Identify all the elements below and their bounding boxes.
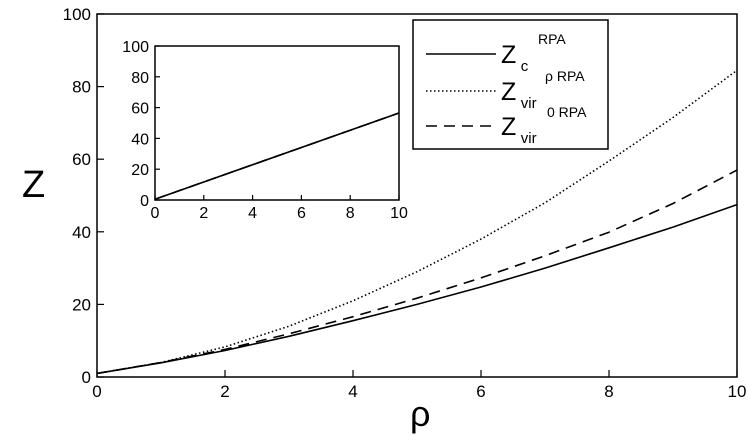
main-y-tick-label: 20 xyxy=(72,295,91,314)
inset-y-tick-label: 100 xyxy=(122,39,149,56)
inset-y-tick-label: 20 xyxy=(131,162,149,179)
x-axis-title: ρ xyxy=(410,393,430,434)
main-y-tick-label: 80 xyxy=(72,78,91,97)
legend-label-c-rpa: Z c RPA xyxy=(501,31,566,75)
inset-x-tick-label: 6 xyxy=(297,205,306,222)
legend: Z c RPA Z vir ρ RPA Z vir 0 RPA xyxy=(412,19,609,150)
inset-x-tick-label: 8 xyxy=(346,205,355,222)
inset-x-tick-label: 10 xyxy=(390,205,408,222)
inset-x-tick-label: 4 xyxy=(248,205,257,222)
main-series-line-dashed xyxy=(96,169,738,375)
inset-series-line-dashed xyxy=(154,112,400,200)
main-y-tick-label: 0 xyxy=(82,368,91,387)
inset-y-tick-label: 80 xyxy=(131,70,149,87)
inset-series-group xyxy=(154,112,400,200)
main-series-line-solid xyxy=(96,203,738,375)
inset-y-tick-label: 40 xyxy=(131,131,149,148)
main-y-tick-label: 40 xyxy=(72,223,91,242)
main-x-tick-label: 6 xyxy=(476,382,485,401)
main-x-tick-label: 4 xyxy=(348,382,357,401)
inset-plot-frame xyxy=(154,45,400,201)
legend-label-vir-rho-rpa: Z vir ρ RPA xyxy=(501,68,585,112)
main-series-line-dotted xyxy=(96,69,738,375)
main-y-tick-label: 100 xyxy=(63,5,91,24)
inset-y-tick-label: 60 xyxy=(131,101,149,118)
main-series-group xyxy=(96,69,738,375)
inset-x-tick-label: 0 xyxy=(151,205,160,222)
main-x-tick-label: 8 xyxy=(604,382,613,401)
y-axis-title: Z xyxy=(22,164,45,206)
legend-label-vir-0-rpa: Z vir 0 RPA xyxy=(501,104,587,147)
main-plot-frame xyxy=(96,13,738,378)
main-y-tick-label: 60 xyxy=(72,150,91,169)
inset-y-tick-label: 0 xyxy=(140,193,149,210)
inset-x-tick-label: 2 xyxy=(199,205,208,222)
main-x-tick-label: 10 xyxy=(728,382,747,401)
main-x-tick-label: 0 xyxy=(92,382,101,401)
main-x-tick-label: 2 xyxy=(220,382,229,401)
legend-box xyxy=(412,19,609,150)
